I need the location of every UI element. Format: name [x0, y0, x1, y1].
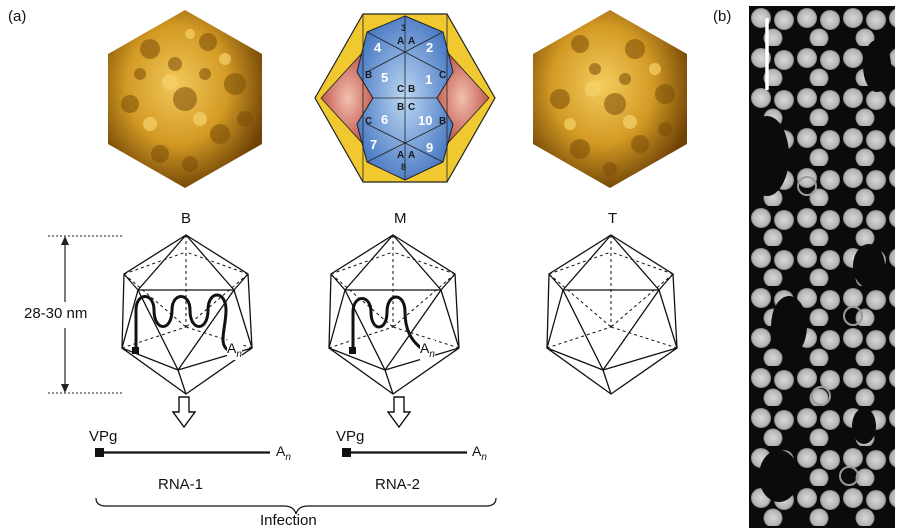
- icosahedron-m: [328, 234, 460, 395]
- arrow-down-icon: [387, 396, 411, 428]
- rna1-vpg-label: VPg: [89, 428, 118, 445]
- arrow-down-icon: [172, 396, 196, 428]
- map-number-8: 8: [401, 162, 406, 172]
- map-number-3: 3: [401, 23, 406, 33]
- map-number-4: 4: [374, 40, 382, 55]
- map-number-10: 10: [418, 113, 432, 128]
- icosahedron-t: [546, 234, 678, 395]
- capsid-subunit-map: 1 2 3 4 5 6 7 8 9 10 A A B C C B B C C B…: [314, 13, 496, 183]
- map-letter-a: A: [397, 36, 404, 47]
- map-number-5: 5: [381, 70, 388, 85]
- map-number-9: 9: [426, 140, 433, 155]
- electron-micrograph: [749, 6, 895, 528]
- size-label: 28-30 nm: [24, 305, 88, 322]
- map-number-2: 2: [426, 40, 433, 55]
- rna1-tail: An: [276, 443, 291, 463]
- map-letter-b: B: [365, 70, 372, 81]
- map-letter-c: C: [408, 102, 415, 113]
- map-letter-a: A: [408, 36, 415, 47]
- icosahedron-b: [121, 234, 253, 395]
- particle-label-b: B: [181, 210, 192, 227]
- map-number-7: 7: [370, 137, 377, 152]
- rna2-vpg-label: VPg: [336, 428, 365, 445]
- map-number-6: 6: [381, 112, 388, 127]
- map-letter-b: B: [408, 84, 415, 95]
- map-letter-b: B: [439, 116, 446, 127]
- infection-label: Infection: [260, 512, 317, 529]
- map-letter-c: C: [439, 70, 446, 81]
- genome-tail-m: An: [420, 340, 435, 360]
- panel-a-tag: (a): [8, 8, 27, 25]
- particle-label-t: T: [608, 210, 618, 227]
- map-letter-c: C: [365, 116, 372, 127]
- map-letter-a: A: [408, 150, 415, 161]
- particle-label-m: M: [394, 210, 407, 227]
- map-letter-b: B: [397, 102, 404, 113]
- map-number-1: 1: [425, 72, 432, 87]
- rna2-tail: An: [472, 443, 487, 463]
- capsid-surface-right: [533, 10, 687, 188]
- map-letter-a: A: [397, 150, 404, 161]
- rna2-label: RNA-2: [375, 476, 421, 493]
- capsid-surface-left: [108, 10, 262, 188]
- panel-b-tag: (b): [713, 8, 732, 25]
- rna1-label: RNA-1: [158, 476, 204, 493]
- rna1-strand: [95, 448, 270, 457]
- infection-brace: [95, 497, 497, 515]
- rna2-strand: [342, 448, 467, 457]
- size-bracket: [48, 235, 122, 394]
- map-letter-c: C: [397, 84, 404, 95]
- genome-tail-b: An: [227, 340, 242, 360]
